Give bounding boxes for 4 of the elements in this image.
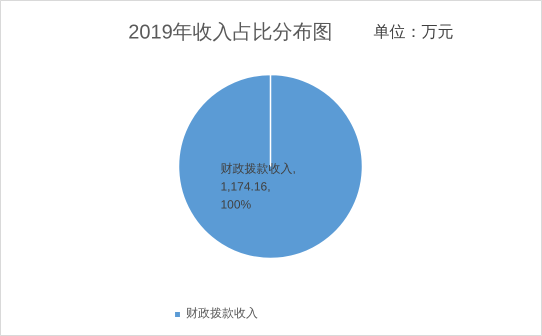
data-label: 财政拨款收入, 1,174.16, 100% xyxy=(220,161,296,212)
text: 单位：万元 xyxy=(374,23,454,41)
legend-label: 财政拨款收入 xyxy=(186,305,258,322)
chart-title: 2019年收入占比分布图 xyxy=(128,22,333,44)
